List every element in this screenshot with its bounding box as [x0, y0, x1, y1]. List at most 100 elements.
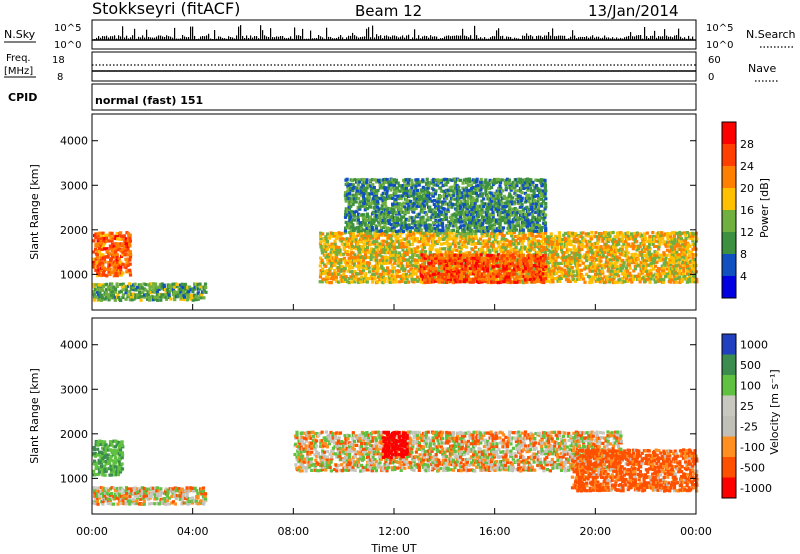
data-cell — [667, 269, 671, 273]
data-cell — [114, 250, 118, 254]
data-cell — [144, 288, 148, 292]
data-cell — [392, 210, 396, 214]
data-cell — [405, 252, 409, 257]
data-cell — [583, 253, 587, 257]
data-cell — [349, 197, 353, 201]
data-cell — [461, 275, 465, 279]
data-cell — [615, 267, 619, 271]
data-cell — [378, 258, 382, 262]
data-cell — [410, 277, 414, 281]
data-cell — [585, 259, 589, 263]
data-cell — [470, 209, 474, 213]
data-cell — [351, 218, 355, 222]
data-cell — [644, 278, 648, 282]
nsky-bar — [610, 38, 612, 40]
data-cell — [446, 237, 450, 241]
data-cell — [693, 258, 697, 262]
data-cell — [421, 198, 425, 202]
data-cell — [487, 277, 491, 281]
data-cell — [343, 215, 348, 219]
data-cell — [455, 274, 459, 278]
data-cell — [475, 204, 479, 208]
data-cell — [102, 285, 106, 289]
data-cell — [399, 261, 403, 265]
data-cell — [527, 239, 531, 243]
data-cell — [128, 258, 132, 262]
data-cell — [441, 189, 445, 193]
data-cell — [531, 237, 535, 241]
data-cell — [124, 249, 128, 253]
data-cell — [643, 234, 647, 238]
data-cell — [628, 237, 632, 241]
data-cell — [423, 253, 427, 257]
data-cell — [603, 275, 607, 279]
data-cell — [394, 245, 398, 249]
data-cell — [337, 280, 341, 284]
nsky-bar — [530, 35, 532, 40]
data-cell — [394, 277, 398, 281]
data-cell — [361, 245, 365, 249]
data-cell — [347, 213, 351, 217]
data-cell — [322, 239, 326, 243]
data-cell — [119, 265, 123, 269]
data-cell — [599, 245, 603, 249]
data-cell — [155, 285, 159, 289]
data-cell — [501, 245, 506, 249]
data-cell — [559, 261, 563, 265]
data-cell — [464, 200, 468, 204]
data-cell — [615, 248, 619, 252]
data-cell — [471, 239, 475, 243]
data-cell — [356, 205, 360, 209]
data-cell — [678, 277, 682, 281]
data-cell — [397, 240, 401, 244]
data-cell — [561, 253, 565, 257]
nsky-bar — [352, 32, 354, 40]
data-cell — [475, 211, 479, 215]
nsky-bar — [330, 36, 332, 40]
nsky-bar — [236, 35, 238, 40]
nsky-bar — [556, 36, 558, 40]
data-cell — [507, 253, 511, 257]
data-cell — [157, 294, 161, 299]
data-cell — [347, 220, 351, 224]
data-cell — [356, 180, 360, 184]
data-cell — [399, 276, 403, 280]
data-cell — [364, 279, 368, 283]
data-cell — [506, 272, 510, 276]
data-cell — [164, 297, 169, 301]
data-cell — [392, 180, 396, 184]
data-cell — [109, 285, 113, 289]
data-cell — [689, 276, 693, 281]
data-cell — [439, 280, 443, 284]
data-cell — [128, 295, 132, 299]
data-cell — [422, 207, 426, 211]
data-cell — [394, 202, 398, 206]
data-cell — [173, 285, 177, 289]
data-cell — [470, 277, 474, 281]
data-cell — [464, 239, 468, 243]
data-cell — [466, 231, 470, 235]
data-cell — [191, 296, 195, 300]
data-cell — [348, 230, 352, 235]
data-cell — [347, 188, 351, 192]
data-cell — [469, 212, 473, 216]
data-cell — [574, 234, 578, 238]
data-cell — [522, 236, 526, 240]
nsky-bar — [400, 36, 402, 40]
data-cell — [455, 269, 459, 273]
data-cell — [424, 243, 428, 247]
data-cell — [352, 228, 356, 232]
data-cell — [179, 293, 183, 297]
data-cell — [324, 269, 328, 274]
nsky-bar — [368, 27, 370, 40]
data-cell — [479, 211, 483, 215]
data-cell — [502, 274, 506, 278]
data-cell — [508, 256, 512, 260]
data-cell — [357, 178, 361, 182]
data-cell — [414, 184, 418, 188]
data-cell — [421, 240, 425, 244]
beam-title: Beam 12 — [355, 2, 422, 20]
data-cell — [113, 263, 117, 267]
data-cell — [459, 274, 463, 278]
data-cell — [465, 194, 469, 198]
